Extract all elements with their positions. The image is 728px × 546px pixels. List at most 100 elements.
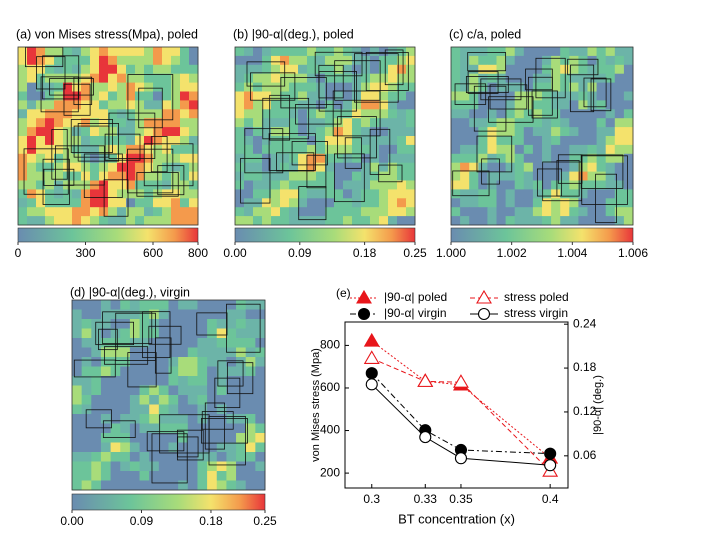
heatmap-cell (614, 82, 625, 92)
heatmap-cell (496, 207, 506, 217)
colorbar-tick-label: 0.18 (353, 246, 377, 260)
heatmap-cell (120, 471, 131, 481)
heatmap-cell (126, 47, 136, 57)
heatmap-cell (487, 47, 497, 57)
heatmap-cell (361, 109, 371, 119)
heatmap-cell (63, 144, 73, 155)
heatmap-cell (54, 127, 64, 137)
heatmap-cell (280, 153, 290, 164)
heatmap-cell (334, 118, 344, 128)
panel-title: (c) c/a, poled (449, 27, 521, 41)
data-point (544, 459, 557, 472)
heatmap-cell (487, 109, 497, 119)
heatmap-cell (207, 328, 218, 339)
heatmap-cell (244, 91, 254, 101)
heatmap-cell (158, 433, 169, 443)
grain-boundary (104, 133, 141, 161)
heatmap-cell (542, 198, 552, 208)
heatmap-cell (271, 82, 281, 92)
heatmap-cell (542, 73, 552, 83)
heatmap-cell (307, 189, 317, 199)
heatmap-cell (226, 357, 237, 367)
heatmap-cell (406, 118, 416, 128)
heatmap-cell (298, 162, 308, 172)
heatmap-cell (236, 461, 247, 472)
heatmap-cell (120, 404, 131, 415)
heatmap-cell (478, 100, 488, 110)
grain-boundary (250, 72, 296, 101)
heatmap-cell (108, 162, 118, 172)
series-line (371, 357, 551, 472)
heatmap-cell (514, 47, 525, 57)
x-tick-label: 0.4 (542, 492, 559, 506)
heatmap-cell (120, 480, 131, 491)
heatmap-cell (135, 180, 145, 190)
heatmap-cell (117, 109, 127, 119)
heatmap-cell (271, 91, 281, 101)
heatmap-cell (178, 395, 189, 405)
heatmap-cell (158, 480, 169, 491)
heatmap-cell (120, 357, 131, 367)
heatmap-cell (253, 82, 263, 92)
heatmap-cell (253, 127, 263, 137)
grain-boundary (452, 170, 490, 197)
heatmap-cell (514, 136, 525, 146)
heatmap-cell (587, 127, 597, 137)
heatmap-cell (406, 55, 416, 66)
heatmap (18, 46, 199, 226)
heatmap-cell (255, 395, 266, 405)
heatmap-cell (605, 109, 616, 119)
heatmap-cell (406, 64, 416, 75)
heatmap-cell (325, 180, 335, 190)
heatmap-cell (514, 180, 525, 190)
grain-boundary (201, 411, 234, 430)
heatmap-cell (623, 82, 634, 92)
heatmap-cell (334, 109, 344, 119)
heatmap-cell (370, 153, 380, 164)
heatmap-cell (54, 47, 64, 57)
data-point (417, 373, 434, 387)
heatmap-cell (27, 55, 37, 66)
heatmap-cell (352, 171, 362, 181)
heatmap-cell (514, 153, 525, 164)
heatmap-cell (144, 82, 154, 92)
heatmap-cell (108, 73, 118, 83)
heatmap-cell (578, 109, 588, 119)
heatmap-cell (487, 198, 497, 208)
heatmap-cell (216, 471, 227, 481)
heatmap-cell (162, 180, 172, 190)
heatmap-cell (197, 347, 208, 358)
heatmap-cell (255, 442, 266, 453)
heatmap-cell (120, 452, 131, 462)
heatmap-cell (397, 109, 407, 119)
heatmap-cell (197, 357, 208, 367)
heatmap-cell (244, 55, 254, 66)
heatmap-cell (162, 64, 172, 75)
heatmap-cell (54, 64, 64, 75)
heatmap-cell (289, 144, 299, 155)
heatmap-cell (262, 189, 272, 199)
heatmap-cell (487, 189, 497, 199)
heatmap-cell (460, 189, 470, 199)
heatmap-cell (168, 471, 179, 481)
heatmap-cell (18, 189, 28, 199)
heatmap-cell (197, 319, 208, 329)
heatmap-cell (126, 127, 136, 137)
heatmap-cell (532, 162, 543, 172)
heatmap-cell (18, 91, 28, 101)
heatmap-cell (245, 414, 256, 424)
heatmap-cell (63, 47, 73, 57)
heatmap-cell (236, 442, 247, 453)
heatmap-cell (236, 300, 247, 310)
heatmap-cell (171, 153, 181, 164)
heatmap-cell (100, 423, 111, 434)
heatmap-cell (451, 100, 461, 110)
heatmap-cell (120, 423, 131, 434)
heatmap-cell (560, 180, 570, 190)
heatmap-cell (469, 171, 479, 181)
heatmap-cell (171, 55, 181, 66)
heatmap-cell (460, 100, 470, 110)
heatmap-cell (316, 136, 326, 146)
heatmap-cell (149, 338, 160, 348)
heatmap-cell (81, 91, 91, 101)
